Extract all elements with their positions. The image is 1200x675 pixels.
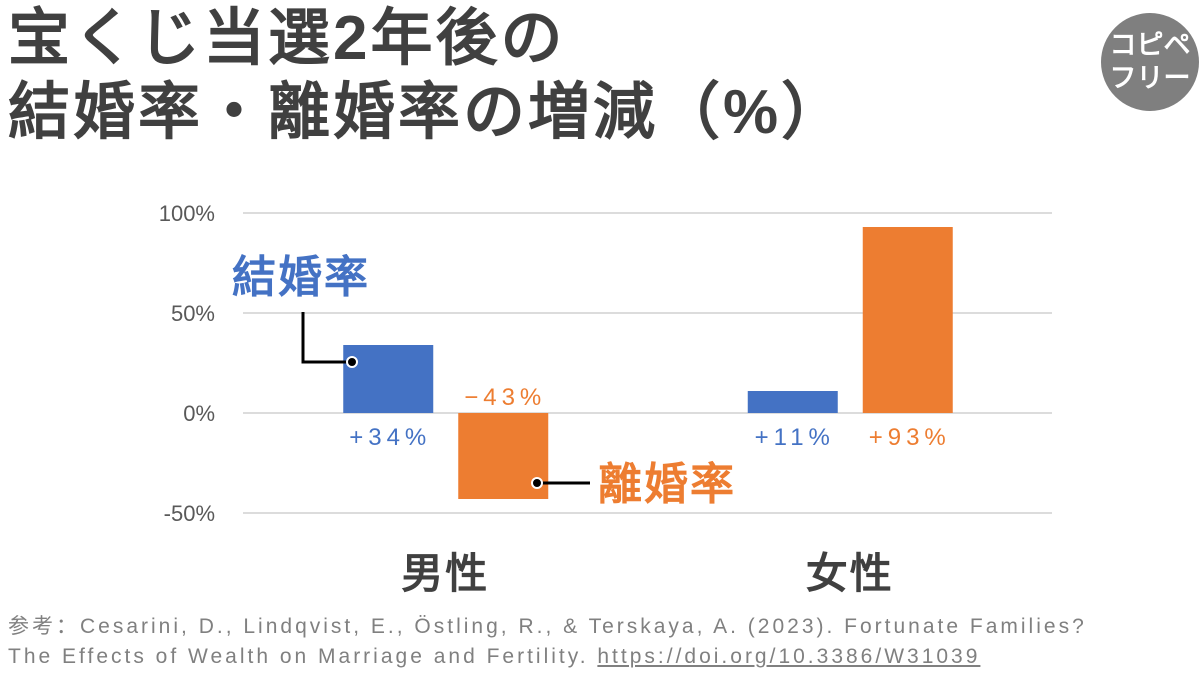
bar-female-marriage-rate	[747, 391, 838, 413]
callout-label-marriage-rate: 結婚率	[232, 253, 370, 302]
data-label-female-divorce-rate: +93%	[869, 424, 951, 451]
chart-title-line-2: 結婚率・離婚率の増減（%）	[8, 78, 847, 147]
callout-marriage-rate: 結婚率	[232, 253, 370, 368]
callout-marriage-rate-leader-line	[301, 312, 350, 364]
chart-title-line-1: 宝くじ当選2年後の	[8, 4, 566, 73]
reference-citation: 参考：Cesarini, D., Lindqvist, E., Östling,…	[8, 612, 1192, 672]
citation-title-text: The Effects of Wealth on Marriage and Fe…	[8, 645, 589, 668]
data-label-female-marriage-rate: +11%	[755, 424, 835, 451]
copy-free-badge: コピペ フリー	[1101, 13, 1199, 111]
bar-female-divorce-rate	[862, 227, 953, 413]
x-axis-category-labels: 男性 女性	[401, 550, 894, 597]
y-tick-label-50: 50%	[171, 301, 215, 326]
data-labels: +34% −43% +11% +93%	[349, 384, 951, 451]
callout-divorce-rate: 離婚率	[531, 460, 736, 509]
citation-line-2: The Effects of Wealth on Marriage and Fe…	[8, 642, 1192, 672]
chart-title: 宝くじ当選2年後の 結婚率・離婚率の増減（%）	[8, 2, 846, 150]
badge-line-2: フリー	[1109, 63, 1191, 93]
callout-label-divorce-rate: 離婚率	[598, 460, 736, 509]
category-label-female: 女性	[806, 550, 894, 597]
y-axis-tick-labels: 100% 50% 0% -50%	[159, 201, 215, 526]
y-tick-label-0: 0%	[183, 401, 215, 426]
bars	[343, 227, 953, 499]
citation-line-1: 参考：Cesarini, D., Lindqvist, E., Östling,…	[8, 615, 1087, 638]
data-label-male-marriage-rate: +34%	[349, 424, 431, 451]
bar-chart: 100% 50% 0% -50% +34% −43% +11% +93% 男性 …	[159, 201, 1052, 597]
callout-marriage-rate-dot	[346, 356, 358, 368]
doi-link[interactable]: https://doi.org/10.3386/W31039	[597, 645, 981, 668]
y-tick-label-100: 100%	[159, 201, 215, 226]
y-tick-label-minus-50: -50%	[164, 501, 215, 526]
data-label-male-divorce-rate: −43%	[464, 384, 546, 411]
bar-male-marriage-rate	[343, 345, 434, 413]
callout-divorce-rate-dot	[531, 477, 543, 489]
category-label-male: 男性	[401, 550, 489, 597]
badge-line-1: コピペ	[1109, 30, 1191, 60]
